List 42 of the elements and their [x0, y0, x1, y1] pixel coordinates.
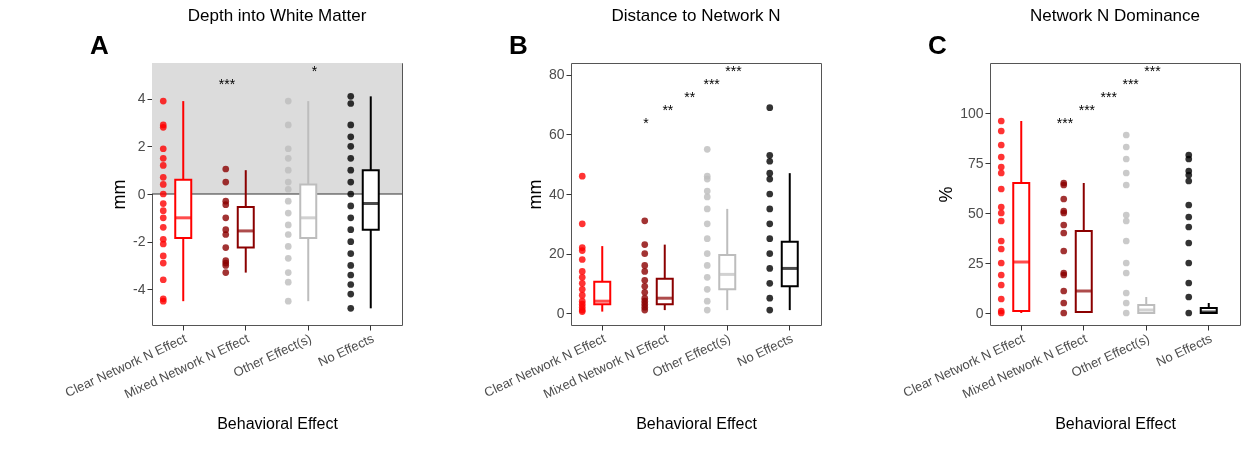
- text: B: [509, 30, 528, 60]
- annotation: ***: [1144, 63, 1162, 79]
- y-tick-label: 4: [137, 90, 146, 107]
- text: A: [90, 30, 109, 60]
- x-tick-label: No Effects: [1153, 330, 1215, 370]
- y-tick-label: 25: [967, 254, 984, 271]
- y-axis-title: mm: [524, 179, 545, 210]
- annotation: **: [662, 102, 674, 118]
- y-tick-label: 0: [975, 304, 984, 321]
- annotation: ***: [218, 76, 236, 92]
- y-axis-title: mm: [109, 179, 130, 210]
- chart-title: Depth into White Matter: [187, 6, 367, 25]
- annotation: ***: [725, 63, 743, 79]
- x-axis-title: Behavioral Effect: [217, 414, 339, 432]
- y-tick-label: -2: [133, 233, 146, 250]
- y-tick-label: 50: [967, 204, 984, 221]
- annotation: ***: [703, 76, 721, 92]
- y-tick-label: -4: [133, 280, 146, 297]
- annotation: ***: [1122, 76, 1140, 92]
- y-tick-label: 40: [548, 185, 565, 202]
- y-tick-label: 0: [556, 304, 565, 321]
- y-axis-title: %: [936, 186, 957, 203]
- annotation: ***: [1100, 89, 1118, 105]
- annotation: ***: [1056, 115, 1074, 131]
- y-tick-label: 75: [967, 154, 984, 171]
- annotation: *: [311, 63, 318, 79]
- text: C: [928, 30, 947, 60]
- y-tick-label: 20: [548, 245, 565, 262]
- x-tick-label: No Effects: [734, 330, 796, 370]
- annotation: ***: [1078, 102, 1096, 118]
- y-tick-label: 60: [548, 125, 565, 142]
- chart-title: Network N Dominance: [1029, 6, 1201, 25]
- x-axis-title: Behavioral Effect: [636, 414, 758, 432]
- annotation: **: [684, 89, 696, 105]
- chart-title: Distance to Network N: [611, 6, 781, 25]
- x-tick-label: No Effects: [315, 330, 377, 370]
- y-tick-label: 2: [137, 137, 146, 154]
- y-tick-label: 100: [960, 104, 984, 121]
- annotation: *: [643, 115, 650, 131]
- y-tick-label: 80: [548, 66, 565, 83]
- x-axis-title: Behavioral Effect: [1055, 414, 1177, 432]
- y-tick-label: 0: [137, 185, 146, 202]
